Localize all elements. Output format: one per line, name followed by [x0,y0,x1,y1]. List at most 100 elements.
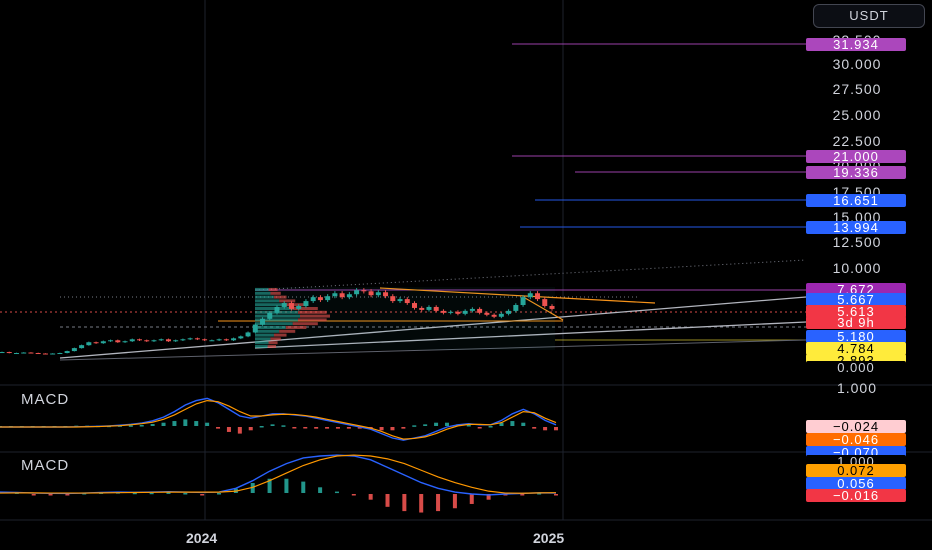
macd2-hist [452,494,457,509]
vp-bar-up [255,329,280,333]
candle [535,293,541,300]
candle [426,306,432,310]
macd2-hist [65,494,70,496]
candle [498,313,504,317]
candle [137,339,142,341]
vp-bar-down [292,307,318,310]
candle [216,339,222,341]
candle [13,353,19,355]
macd2-tag: 0.056 [806,477,906,490]
vp-bar-down [300,314,330,318]
candle [21,352,27,354]
macd1-hist [521,422,526,426]
macd1-label[interactable]: MACD [21,391,70,408]
grey-trendline-3 [59,339,807,361]
candle [549,305,555,309]
macd2-hist [166,492,171,494]
price-tag: 21.000 [806,150,906,163]
macd2-hist [183,493,188,495]
vp-bar-up [255,333,274,337]
macd2-hist [469,494,474,504]
vp-bar-up [255,314,300,318]
macd2-hist [31,494,36,496]
macd1-hist [379,427,384,431]
candle [506,310,512,314]
macd2-tag: −0.016 [806,489,906,502]
price-tick: 10.000 [832,260,882,276]
candle [0,352,5,354]
candle [129,339,135,342]
vp-bar-down [298,318,327,322]
candle [513,305,519,311]
candle [448,311,454,313]
candle [79,345,85,349]
macd1-hist [477,427,482,429]
candle [42,353,48,355]
vp-bar-down [298,310,327,314]
macd2-hist [351,494,356,496]
macd1-hist [466,425,471,427]
macd1-hist [205,422,210,426]
candle [252,324,258,333]
candle [245,332,251,337]
vp-bar-up [255,291,271,295]
macd2-hist [267,478,272,493]
macd1-hist [150,424,155,426]
candle [339,293,345,298]
candle [64,351,70,354]
macd1-hist [292,427,297,429]
macd2-hist [486,494,491,500]
macd1-hist [139,425,144,427]
macd2-label[interactable]: MACD [21,457,70,474]
currency-button[interactable]: USDT [813,4,925,28]
candle [354,290,360,295]
dotted-trendline [254,259,807,291]
candle [122,341,128,343]
vp-bar-up [255,303,286,307]
candle [288,303,294,309]
macd2-hist [200,494,205,496]
candle [158,339,164,341]
candle [332,293,338,297]
macd1-signal-line [0,399,557,440]
macd2-hist [250,483,255,493]
candle [57,353,63,355]
macd1-hist [390,427,395,431]
candle [527,293,533,298]
candle [187,338,193,340]
candle [542,299,548,306]
candle [361,290,367,292]
candle [108,340,114,342]
candle [433,306,439,311]
candle [281,303,287,307]
macd1-hist [499,422,504,426]
candle [412,303,417,308]
candle [100,341,106,344]
macd1-hist [510,421,515,426]
candle [93,342,99,344]
price-tick: 22.500 [832,133,882,149]
candle [390,296,396,302]
price-tag: 0.000 [806,361,906,374]
price-tag: 5.667 [806,293,906,306]
candle [50,353,56,355]
candle [469,308,475,311]
candle [484,312,490,315]
macd1-hist [216,427,221,429]
candle [151,340,157,342]
macd1-hist [183,419,188,426]
candle [165,339,171,342]
price-tag: 5.613 [806,305,906,318]
macd2-hist [520,494,525,496]
macd2-hist [402,494,407,512]
macd1-hist [303,427,308,429]
vp-bar-down [268,288,278,291]
vp-bar-down [292,322,318,326]
macd1-hist [423,424,428,426]
macd2-hist [554,494,558,496]
candle [325,296,331,301]
orange-wedge [524,297,564,321]
price-tag: 31.934 [806,38,906,51]
macd2-hist [132,492,137,495]
